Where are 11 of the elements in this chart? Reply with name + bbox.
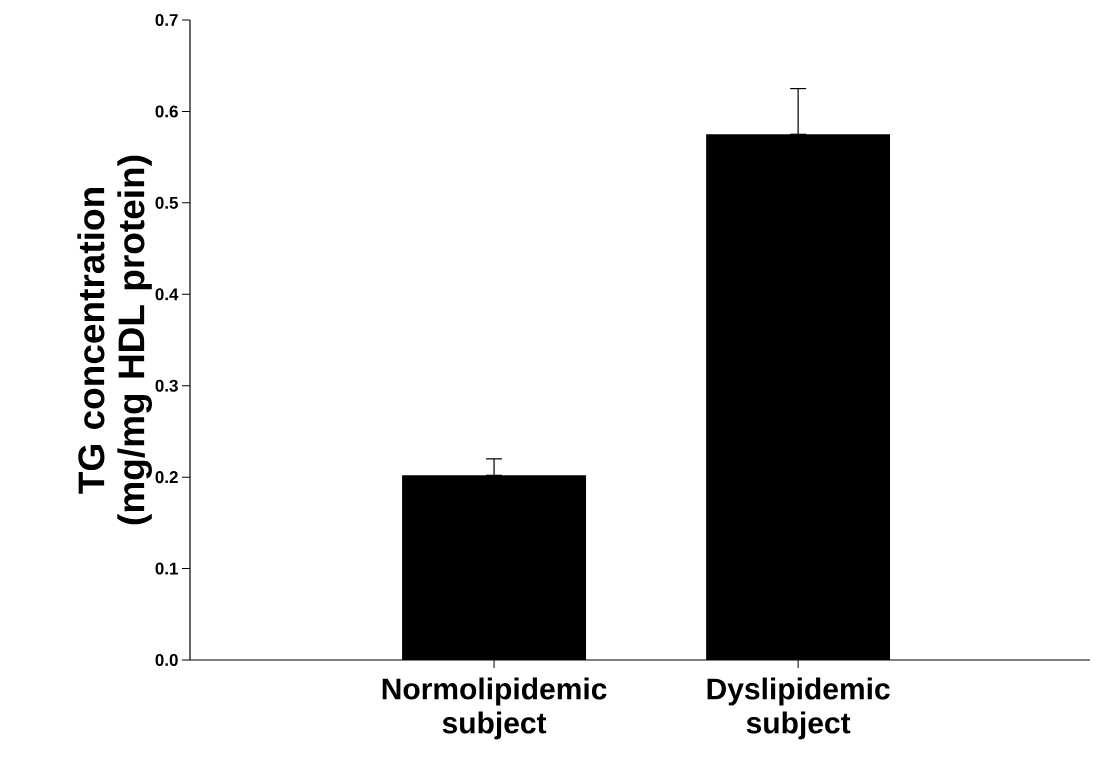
y-tick-label: 0.7 bbox=[155, 13, 178, 27]
y-tick-label: 0.2 bbox=[155, 471, 178, 484]
y-tick-label: 0.6 bbox=[155, 105, 178, 118]
y-tick-label: 0.0 bbox=[155, 653, 178, 667]
y-tick-label: 0.3 bbox=[155, 379, 178, 392]
y-tick-label: 0.1 bbox=[155, 562, 178, 575]
x-tick-label: Normolipidemic subject bbox=[382, 677, 607, 740]
x-tick-label: Dyslipidemic subject bbox=[707, 677, 890, 740]
y-axis-title: TG concentration (mg/mg HDL protein) bbox=[77, 155, 152, 525]
y-tick-label: 0.4 bbox=[155, 288, 179, 301]
y-tick-label: 0.5 bbox=[155, 196, 178, 209]
